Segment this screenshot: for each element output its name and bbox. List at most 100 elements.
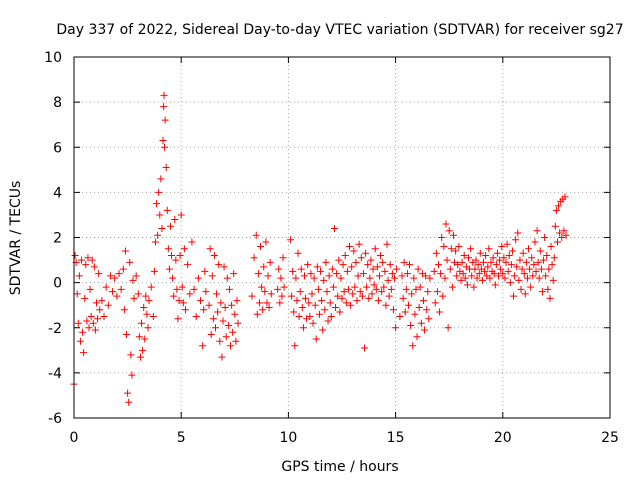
data-point: [119, 265, 127, 273]
data-point: [460, 252, 468, 260]
data-point: [463, 281, 471, 289]
data-point: [162, 164, 170, 172]
data-point: [202, 288, 210, 296]
data-point: [530, 261, 538, 269]
data-point: [459, 270, 467, 278]
data-point: [350, 247, 358, 255]
data-point: [126, 258, 134, 266]
data-point: [562, 231, 570, 239]
data-point: [370, 281, 378, 289]
y-tick-label: 2: [53, 231, 62, 247]
data-point: [329, 283, 337, 291]
data-point: [233, 297, 241, 305]
data-point: [344, 285, 352, 293]
data-point: [145, 297, 153, 305]
data-point: [523, 274, 531, 282]
data-point: [106, 272, 114, 280]
data-point: [159, 136, 167, 144]
data-point: [165, 265, 173, 273]
data-point: [352, 258, 360, 266]
data-point: [413, 333, 421, 341]
data-point: [443, 256, 451, 264]
data-point: [480, 258, 488, 266]
data-point: [421, 326, 429, 334]
data-point: [381, 267, 389, 275]
data-point: [540, 256, 548, 264]
data-point: [147, 283, 155, 291]
data-point: [150, 267, 158, 275]
data-point: [224, 321, 232, 329]
data-point: [287, 236, 295, 244]
data-point: [102, 283, 110, 291]
data-point: [525, 245, 533, 253]
data-point: [404, 301, 412, 309]
data-point: [507, 261, 515, 269]
data-point: [115, 270, 123, 278]
data-point: [324, 317, 332, 325]
data-point: [160, 143, 168, 151]
data-point: [264, 272, 272, 280]
data-point: [497, 265, 505, 273]
data-point: [320, 276, 328, 284]
data-point: [426, 274, 434, 282]
data-point: [478, 276, 486, 284]
y-tick-label: -4: [48, 366, 62, 382]
data-point: [423, 306, 431, 314]
data-point: [207, 331, 215, 339]
data-point: [124, 389, 132, 397]
data-point: [470, 283, 478, 291]
data-point: [376, 272, 384, 280]
data-point: [293, 297, 301, 305]
data-point: [161, 116, 169, 124]
data-point: [174, 315, 182, 323]
data-point: [548, 261, 556, 269]
gridlines: [74, 57, 610, 418]
data-point: [263, 299, 271, 307]
data-point: [474, 261, 482, 269]
data-point: [323, 288, 331, 296]
data-point: [361, 344, 369, 352]
data-point: [253, 310, 261, 318]
data-point: [369, 265, 377, 273]
data-point: [258, 283, 266, 291]
data-point: [512, 236, 520, 244]
x-tick-label: 20: [494, 430, 512, 446]
data-point: [85, 324, 93, 332]
data-point: [129, 276, 137, 284]
data-point: [485, 245, 493, 253]
data-point: [516, 256, 524, 264]
data-point: [553, 238, 561, 246]
data-point: [259, 306, 267, 314]
data-point: [171, 215, 179, 223]
data-point: [365, 294, 373, 302]
data-point: [90, 263, 98, 271]
data-point: [389, 306, 397, 314]
data-point: [358, 292, 366, 300]
data-point: [313, 263, 321, 271]
data-point: [431, 299, 439, 307]
data-point: [453, 272, 461, 280]
data-point: [482, 252, 490, 260]
data-point: [177, 211, 185, 219]
data-point: [533, 227, 541, 235]
data-point: [95, 270, 103, 278]
data-point: [542, 272, 550, 280]
data-point: [484, 263, 492, 271]
data-point: [83, 317, 91, 325]
data-point: [339, 261, 347, 269]
data-point: [78, 256, 86, 264]
data-point: [527, 283, 535, 291]
data-point: [522, 258, 530, 266]
data-point: [91, 326, 99, 334]
data-point: [267, 290, 275, 298]
data-point: [417, 319, 425, 327]
data-point: [156, 211, 164, 219]
data-point: [208, 272, 216, 280]
data-point: [113, 292, 121, 300]
data-point: [341, 252, 349, 260]
data-point: [398, 272, 406, 280]
data-point: [538, 288, 546, 296]
data-point: [407, 321, 415, 329]
data-point: [298, 303, 306, 311]
data-point: [561, 193, 569, 201]
